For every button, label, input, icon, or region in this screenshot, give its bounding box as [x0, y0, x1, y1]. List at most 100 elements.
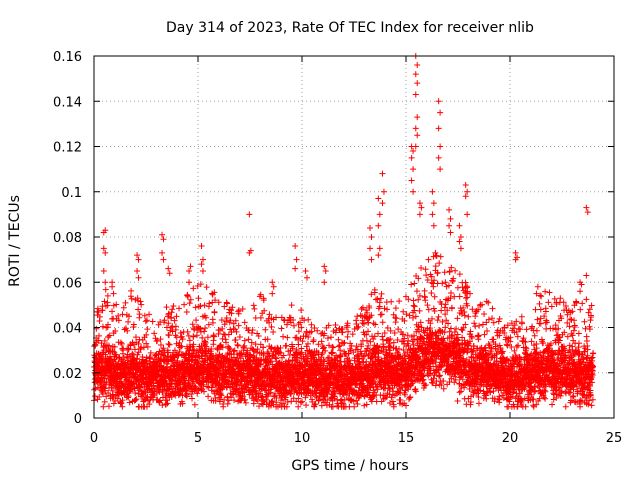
- data-point: [170, 303, 177, 310]
- data-point: [165, 341, 172, 348]
- data-point: [112, 359, 119, 366]
- data-point: [120, 304, 127, 311]
- data-point: [92, 342, 99, 349]
- data-point: [122, 299, 129, 306]
- data-point: [179, 400, 186, 407]
- data-point: [178, 352, 185, 359]
- data-point: [171, 347, 178, 354]
- data-point: [92, 393, 99, 400]
- grid-layer: [94, 56, 614, 418]
- data-point: [161, 352, 168, 359]
- data-point: [146, 401, 153, 408]
- data-point: [130, 321, 137, 328]
- data-point: [125, 313, 132, 320]
- data-point: [172, 323, 179, 330]
- data-point: [135, 340, 142, 347]
- data-point: [129, 350, 136, 357]
- data-point: [122, 325, 129, 332]
- data-point: [151, 330, 158, 337]
- data-point: [168, 315, 175, 322]
- data-point: [109, 308, 116, 315]
- data-point: [125, 346, 132, 353]
- data-point: [157, 363, 164, 370]
- data-point: [102, 286, 109, 293]
- data-point: [132, 396, 139, 403]
- data-point: [121, 326, 128, 333]
- data-point: [95, 337, 102, 344]
- data-point: [144, 317, 151, 324]
- data-point: [143, 340, 150, 347]
- data-point: [183, 308, 190, 315]
- data-point: [143, 354, 150, 361]
- data-point: [165, 332, 172, 339]
- data-point: [105, 403, 112, 410]
- data-point: [112, 351, 119, 358]
- data-point: [119, 350, 126, 357]
- data-point: [171, 317, 178, 324]
- data-point: [106, 332, 113, 339]
- data-point: [147, 355, 154, 362]
- data-points: [91, 53, 597, 410]
- data-point: [138, 301, 145, 308]
- data-point: [169, 328, 176, 335]
- data-point: [177, 344, 184, 351]
- data-point: [159, 402, 166, 409]
- data-point: [118, 399, 125, 406]
- data-point: [168, 380, 175, 387]
- data-point: [154, 337, 161, 344]
- data-point: [157, 342, 164, 349]
- data-point: [176, 348, 183, 355]
- data-point: [100, 403, 107, 410]
- data-point: [142, 318, 149, 325]
- data-point: [135, 306, 142, 313]
- data-point: [141, 312, 148, 319]
- data-point: [147, 349, 154, 356]
- data-point: [165, 320, 172, 327]
- data-point: [181, 301, 188, 308]
- data-point: [168, 309, 175, 316]
- data-point: [101, 398, 108, 405]
- data-point: [125, 318, 132, 325]
- data-point: [161, 317, 168, 324]
- data-point: [124, 327, 131, 334]
- data-point: [163, 379, 170, 386]
- data-point: [150, 382, 157, 389]
- data-point: [104, 302, 111, 309]
- data-point: [179, 351, 186, 358]
- data-point: [137, 298, 144, 305]
- data-point: [163, 364, 170, 371]
- data-point: [104, 321, 111, 328]
- data-point: [112, 328, 119, 335]
- data-point: [101, 337, 108, 344]
- data-point: [136, 311, 143, 318]
- data-point: [111, 343, 118, 350]
- data-point: [115, 312, 122, 319]
- data-point: [133, 396, 140, 403]
- data-point: [174, 357, 181, 364]
- data-point: [135, 349, 142, 356]
- data-point: [128, 295, 135, 302]
- data-point: [160, 345, 167, 352]
- data-point: [164, 397, 171, 404]
- data-point: [176, 305, 183, 312]
- data-point: [114, 395, 121, 402]
- data-point: [168, 324, 175, 331]
- data-point: [99, 307, 106, 314]
- data-point: [132, 389, 139, 396]
- data-point: [119, 311, 126, 318]
- data-point: [173, 313, 180, 320]
- data-point: [166, 341, 173, 348]
- data-point: [120, 354, 127, 361]
- data-point: [157, 336, 164, 343]
- data-point: [131, 346, 138, 353]
- data-point: [117, 339, 124, 346]
- data-point: [143, 331, 150, 338]
- data-point: [96, 332, 103, 339]
- data-point: [146, 311, 153, 318]
- data-point: [157, 397, 164, 404]
- data-point: [119, 397, 126, 404]
- data-point: [163, 304, 170, 311]
- data-point: [128, 287, 135, 294]
